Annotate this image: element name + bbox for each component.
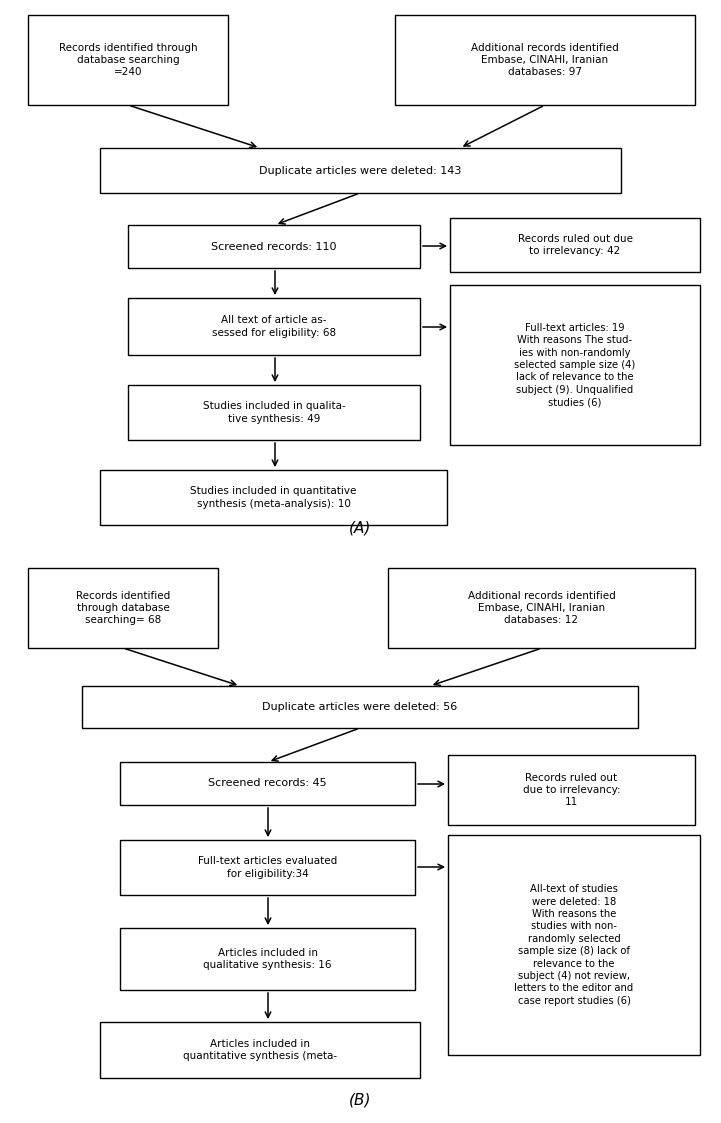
Bar: [120, 928, 415, 990]
Text: Full-text articles: 19
With reasons The stud-
ies with non-randomly
selected sam: Full-text articles: 19 With reasons The …: [514, 322, 636, 408]
Text: Articles included in
quantitative synthesis (meta-: Articles included in quantitative synthe…: [183, 1039, 337, 1061]
Text: Articles included in
qualitative synthesis: 16: Articles included in qualitative synthes…: [203, 948, 332, 970]
Text: Records ruled out due
to irrelevancy: 42: Records ruled out due to irrelevancy: 42: [518, 234, 632, 256]
Bar: [28, 15, 228, 104]
Text: Records identified
through database
searching= 68: Records identified through database sear…: [76, 591, 170, 626]
Bar: [128, 385, 420, 440]
Bar: [128, 225, 420, 268]
Text: (A): (A): [349, 520, 371, 536]
Text: Studies included in quantitative
synthesis (meta-analysis): 10: Studies included in quantitative synthes…: [190, 486, 357, 509]
Bar: [120, 840, 415, 895]
Text: All-text of studies
were deleted: 18
With reasons the
studies with non-
randomly: All-text of studies were deleted: 18 Wit…: [514, 884, 634, 1006]
Bar: [100, 471, 447, 524]
Text: Records ruled out
due to irrelevancy:
11: Records ruled out due to irrelevancy: 11: [523, 773, 620, 807]
Bar: [128, 298, 420, 355]
Bar: [28, 568, 218, 648]
Text: Screened records: 110: Screened records: 110: [211, 241, 337, 252]
Text: (B): (B): [349, 1093, 371, 1107]
Bar: [395, 15, 695, 104]
Bar: [450, 285, 700, 445]
Bar: [448, 755, 695, 825]
Text: Screened records: 45: Screened records: 45: [208, 778, 327, 788]
Text: Records identified through
database searching
=240: Records identified through database sear…: [58, 43, 198, 77]
Text: Full-text articles evaluated
for eligibility:34: Full-text articles evaluated for eligibi…: [198, 857, 337, 878]
Bar: [100, 148, 621, 193]
Text: Duplicate articles were deleted: 56: Duplicate articles were deleted: 56: [262, 702, 458, 712]
Text: Additional records identified
Embase, CINAHI, Iranian
databases: 97: Additional records identified Embase, CI…: [471, 43, 619, 77]
Bar: [82, 686, 638, 728]
Text: Studies included in qualita-
tive synthesis: 49: Studies included in qualita- tive synthe…: [203, 401, 345, 423]
Bar: [388, 568, 695, 648]
Bar: [100, 1022, 420, 1078]
Text: All text of article as-
sessed for eligibility: 68: All text of article as- sessed for eligi…: [212, 316, 336, 338]
Text: Additional records identified
Embase, CINAHI, Iranian
databases: 12: Additional records identified Embase, CI…: [468, 591, 616, 626]
Text: Duplicate articles were deleted: 143: Duplicate articles were deleted: 143: [260, 165, 461, 175]
Bar: [450, 218, 700, 272]
Bar: [120, 763, 415, 805]
Bar: [448, 836, 700, 1054]
